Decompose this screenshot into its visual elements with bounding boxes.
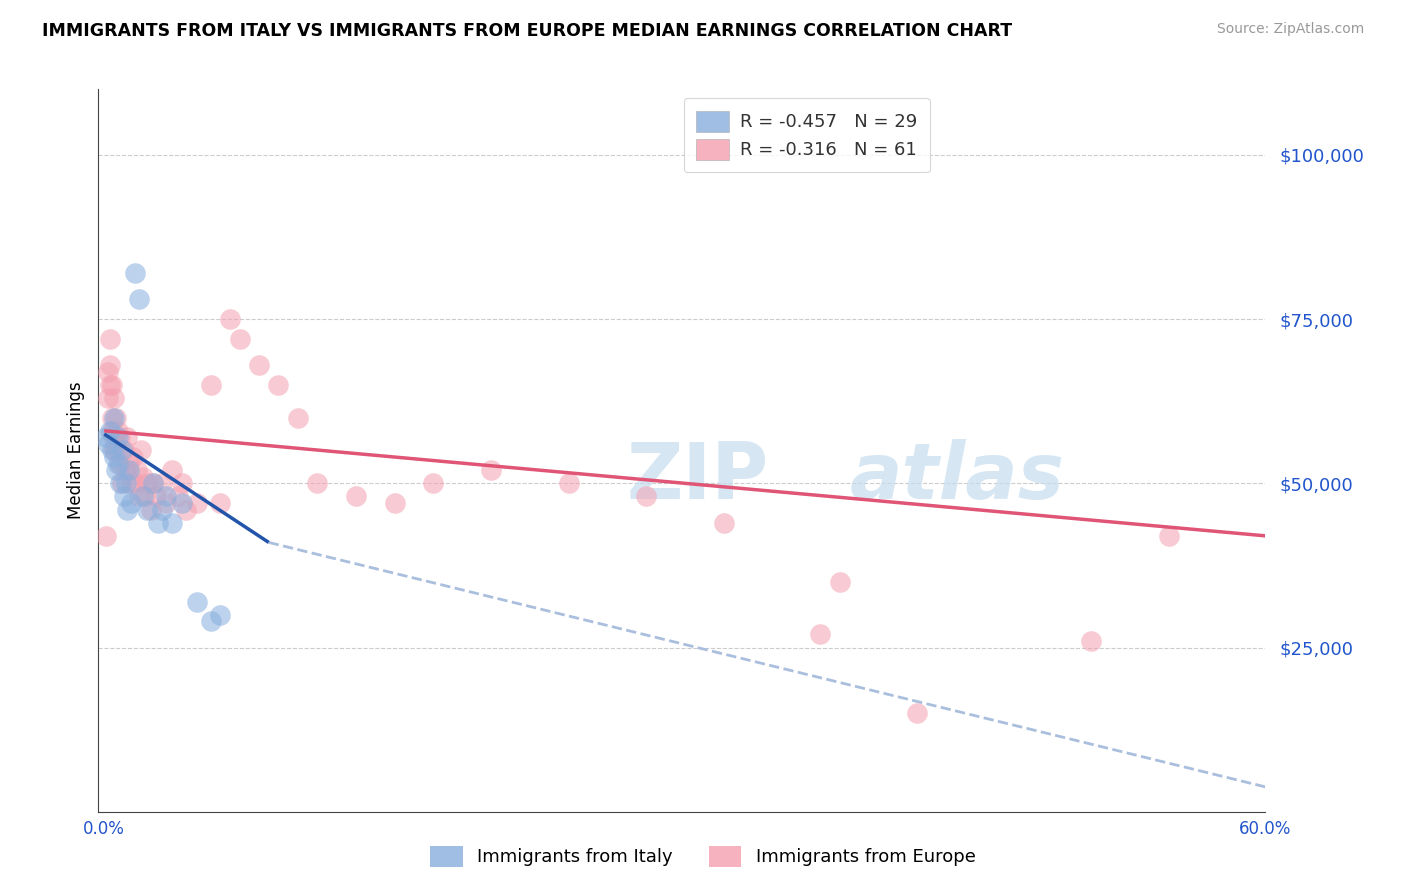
Point xyxy=(139,502,162,516)
Point xyxy=(135,476,157,491)
Point xyxy=(101,377,124,392)
Point xyxy=(828,574,851,589)
Point xyxy=(905,706,928,721)
Point xyxy=(103,450,125,464)
Point xyxy=(111,476,134,491)
Point xyxy=(129,443,152,458)
Point xyxy=(132,490,155,504)
Point xyxy=(287,410,309,425)
Point xyxy=(160,516,183,530)
Text: atlas: atlas xyxy=(849,439,1064,515)
Point xyxy=(103,430,125,444)
Point xyxy=(122,450,145,464)
Point xyxy=(1080,634,1102,648)
Point xyxy=(107,424,129,438)
Point xyxy=(200,377,222,392)
Point xyxy=(209,496,232,510)
Point xyxy=(267,377,290,392)
Point xyxy=(808,627,831,641)
Point xyxy=(118,457,141,471)
Point xyxy=(384,496,406,510)
Point xyxy=(422,476,444,491)
Point xyxy=(142,476,165,491)
Point xyxy=(108,457,131,471)
Point xyxy=(145,490,167,504)
Point xyxy=(97,437,120,451)
Point xyxy=(111,443,134,458)
Point xyxy=(1157,529,1180,543)
Text: IMMIGRANTS FROM ITALY VS IMMIGRANTS FROM EUROPE MEDIAN EARNINGS CORRELATION CHAR: IMMIGRANTS FROM ITALY VS IMMIGRANTS FROM… xyxy=(42,22,1012,40)
Point xyxy=(344,490,367,504)
Point xyxy=(120,476,142,491)
Point xyxy=(142,476,165,491)
Point xyxy=(307,476,329,491)
Point xyxy=(200,614,222,628)
Point xyxy=(209,607,232,622)
Text: ZIP: ZIP xyxy=(627,439,769,515)
Point xyxy=(98,332,121,346)
Point xyxy=(112,443,135,458)
Point xyxy=(247,358,270,372)
Point xyxy=(107,457,129,471)
Point xyxy=(98,358,121,372)
Point xyxy=(112,490,135,504)
Point xyxy=(148,516,170,530)
Point xyxy=(166,490,188,504)
Point xyxy=(108,430,131,444)
Point xyxy=(101,443,124,458)
Point xyxy=(228,332,250,346)
Point xyxy=(96,529,118,543)
Point xyxy=(128,490,150,504)
Point xyxy=(170,496,193,510)
Point xyxy=(120,496,142,510)
Point xyxy=(117,502,139,516)
Point xyxy=(101,424,124,438)
Point xyxy=(103,410,125,425)
Point xyxy=(117,430,139,444)
Point xyxy=(636,490,658,504)
Point xyxy=(150,502,173,516)
Point xyxy=(124,266,146,280)
Point xyxy=(219,312,242,326)
Point xyxy=(98,377,121,392)
Point xyxy=(150,476,173,491)
Point xyxy=(713,516,735,530)
Point xyxy=(135,502,157,516)
Point xyxy=(97,365,120,379)
Point xyxy=(118,463,141,477)
Point xyxy=(104,410,127,425)
Point xyxy=(107,430,129,444)
Point xyxy=(134,490,156,504)
Point xyxy=(98,424,121,438)
Point xyxy=(160,463,183,477)
Point xyxy=(101,410,124,425)
Point xyxy=(479,463,502,477)
Point xyxy=(127,463,149,477)
Point xyxy=(103,391,125,405)
Point xyxy=(114,476,136,491)
Point xyxy=(103,443,125,458)
Point xyxy=(108,476,131,491)
Point xyxy=(557,476,579,491)
Legend: Immigrants from Italy, Immigrants from Europe: Immigrants from Italy, Immigrants from E… xyxy=(423,838,983,874)
Point xyxy=(96,430,118,444)
Y-axis label: Median Earnings: Median Earnings xyxy=(66,382,84,519)
Point xyxy=(97,391,120,405)
Point xyxy=(170,476,193,491)
Point xyxy=(128,293,150,307)
Legend: R = -0.457   N = 29, R = -0.316   N = 61: R = -0.457 N = 29, R = -0.316 N = 61 xyxy=(683,98,929,172)
Point xyxy=(114,463,136,477)
Point xyxy=(155,496,177,510)
Point xyxy=(104,463,127,477)
Text: Source: ZipAtlas.com: Source: ZipAtlas.com xyxy=(1216,22,1364,37)
Point xyxy=(174,502,197,516)
Point xyxy=(186,496,208,510)
Point xyxy=(186,594,208,608)
Point xyxy=(155,490,177,504)
Point xyxy=(124,476,146,491)
Point xyxy=(104,443,127,458)
Point xyxy=(132,469,155,483)
